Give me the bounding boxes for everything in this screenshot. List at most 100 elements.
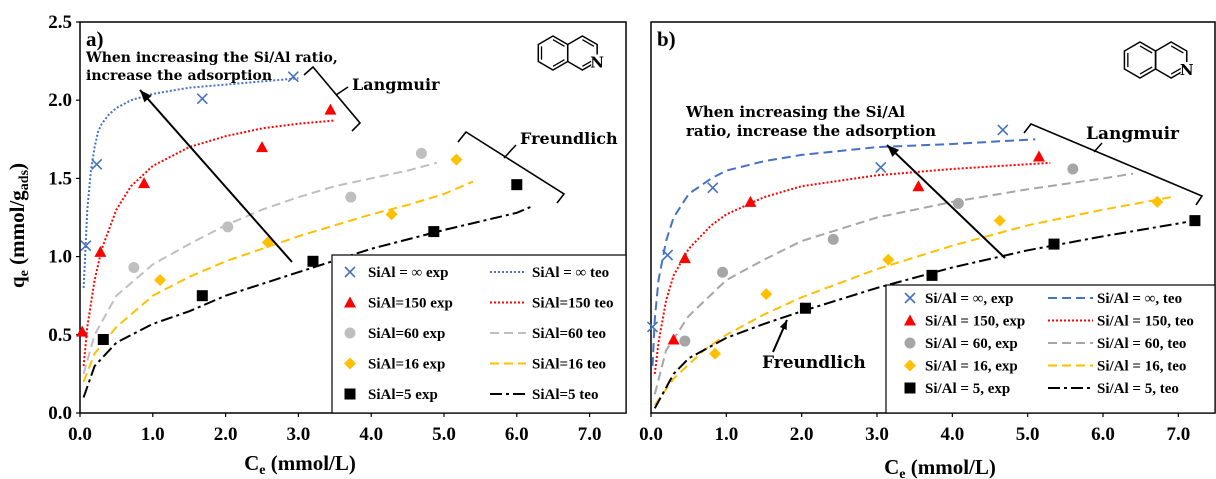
data-point bbox=[80, 240, 92, 252]
langmuir-label: Langmuir bbox=[352, 75, 440, 94]
x-tick-label: 6.0 bbox=[505, 424, 529, 445]
series-line bbox=[653, 172, 1134, 395]
trend-arrow-head bbox=[140, 90, 152, 103]
y-tick-label: 0.5 bbox=[48, 325, 72, 346]
quinoline-structure-a-bond2 bbox=[552, 59, 565, 67]
legend-label: Si/Al = 60, exp bbox=[925, 336, 1018, 352]
series-line bbox=[82, 180, 474, 383]
legend-label: Si/Al = 16, teo bbox=[1097, 359, 1186, 375]
series-line bbox=[651, 138, 1036, 367]
langmuir-bracket bbox=[1023, 123, 1204, 206]
legend-marker bbox=[904, 359, 916, 372]
legend-label: SiAl=60 teo bbox=[532, 326, 606, 342]
panel-label: a) bbox=[86, 27, 104, 51]
langmuir-label: Langmuir bbox=[1086, 124, 1180, 144]
quinoline-structure-a-n-label: N bbox=[590, 54, 604, 72]
x-axis-title: Ce (mmol/L) bbox=[884, 455, 996, 479]
x-tick-label: 0.0 bbox=[68, 424, 92, 445]
data-point bbox=[450, 153, 463, 166]
data-point bbox=[1048, 238, 1060, 250]
quinoline-structure-a-n-bg bbox=[591, 54, 604, 69]
x-tick-label: 3.0 bbox=[287, 424, 311, 445]
data-point bbox=[154, 274, 167, 287]
series-line bbox=[653, 196, 1171, 406]
x-tick-label: 2.0 bbox=[214, 424, 238, 445]
x-tick-label: 1.0 bbox=[141, 424, 165, 445]
data-point bbox=[222, 221, 234, 233]
legend-label: SiAl=16 exp bbox=[368, 357, 445, 373]
data-point bbox=[912, 180, 925, 192]
x-axis-title: Ce (mmol/L) bbox=[244, 451, 356, 478]
data-point bbox=[875, 161, 887, 174]
data-point bbox=[128, 262, 140, 274]
legend: Si/Al = ∞, exp Si/Al = 150, exp Si/Al = 60… bbox=[885, 284, 1216, 414]
legend-label: Si/Al = 60, teo bbox=[1097, 336, 1186, 352]
data-point bbox=[997, 124, 1009, 136]
data-point bbox=[1189, 215, 1201, 227]
quinoline-structure-b-ring-left bbox=[1123, 41, 1157, 79]
langmuir-pointer bbox=[1093, 142, 1103, 153]
data-point bbox=[707, 182, 719, 194]
langmuir-pointer bbox=[335, 86, 349, 96]
x-tick-label: 1.0 bbox=[714, 424, 738, 445]
y-axis-title: qe (mmol/gads) bbox=[5, 163, 32, 288]
trend-arrow bbox=[886, 144, 1006, 259]
legend-marker bbox=[344, 296, 356, 308]
legend-label: Si/Al = 150, exp bbox=[925, 314, 1025, 330]
series-line bbox=[653, 161, 1051, 375]
data-point bbox=[287, 71, 299, 83]
legend-marker bbox=[904, 382, 916, 394]
series-line bbox=[82, 119, 335, 367]
legend-label: SiAl=5 exp bbox=[368, 387, 438, 403]
data-point bbox=[667, 333, 680, 345]
data-point bbox=[94, 245, 107, 257]
legend-marker bbox=[344, 327, 356, 339]
series-line bbox=[82, 161, 437, 375]
data-point bbox=[709, 347, 722, 360]
data-point bbox=[345, 191, 357, 203]
quinoline-structure-a-ring-right bbox=[566, 35, 598, 71]
quinoline-structure-b-n-label: N bbox=[1180, 61, 1194, 79]
data-point bbox=[196, 93, 208, 105]
data-point bbox=[646, 321, 659, 333]
legend-label: SiAl=5 teo bbox=[532, 387, 598, 403]
freundlich-pointer bbox=[503, 144, 517, 159]
freundlich-label: Freundlich bbox=[520, 129, 618, 148]
trend-arrow bbox=[139, 89, 293, 263]
legend-label: Si/Al = ∞, teo bbox=[1097, 291, 1182, 307]
data-point bbox=[827, 233, 839, 245]
y-tick-label: 2.5 bbox=[48, 12, 72, 33]
data-point bbox=[97, 333, 109, 345]
data-point bbox=[679, 335, 691, 347]
x-tick-label: 3.0 bbox=[865, 424, 889, 445]
data-point bbox=[1151, 195, 1164, 208]
data-point bbox=[196, 290, 208, 302]
legend-label: Si/Al = 5, teo bbox=[1097, 381, 1179, 397]
data-point bbox=[952, 197, 964, 209]
data-point bbox=[91, 158, 103, 170]
legend-label: SiAl = ∞ teo bbox=[532, 265, 609, 281]
legend-marker bbox=[904, 314, 916, 326]
legend-label: Si/Al = 150, teo bbox=[1097, 314, 1194, 330]
quinoline-structure-b-ring-right bbox=[1154, 41, 1188, 79]
chart-panel-a: 0.0 1.0 2.0 3.0 4.0 5.0 6.0 7.0 0.0 0.5 1.0 1.5 2.0 2… bbox=[5, 12, 627, 478]
x-tick-label: 2.0 bbox=[790, 424, 814, 445]
x-tick-label: 6.0 bbox=[1091, 424, 1115, 445]
chart-panel-b: 0.0 1.0 2.0 3.0 4.0 5.0 6.0 7.0 Ce (mmol/L) b) Whe… bbox=[639, 21, 1216, 479]
legend-marker bbox=[344, 266, 356, 278]
data-point bbox=[760, 288, 773, 301]
y-tick-label: 2.0 bbox=[48, 90, 72, 111]
x-tick-label: 0.0 bbox=[639, 424, 663, 445]
data-point bbox=[717, 266, 729, 278]
legend-box bbox=[331, 254, 627, 414]
series-line bbox=[82, 77, 299, 288]
data-point bbox=[76, 325, 89, 337]
quinoline-structure-b-bond1 bbox=[1139, 45, 1153, 54]
data-point bbox=[256, 141, 268, 153]
data-point bbox=[415, 147, 427, 159]
legend-label: Si/Al = 5, exp bbox=[925, 381, 1010, 397]
panel-label: b) bbox=[657, 27, 676, 51]
arrow-annotation-line1: When increasing the Si/Al ratio, bbox=[85, 50, 338, 66]
legend-box bbox=[885, 284, 1216, 414]
